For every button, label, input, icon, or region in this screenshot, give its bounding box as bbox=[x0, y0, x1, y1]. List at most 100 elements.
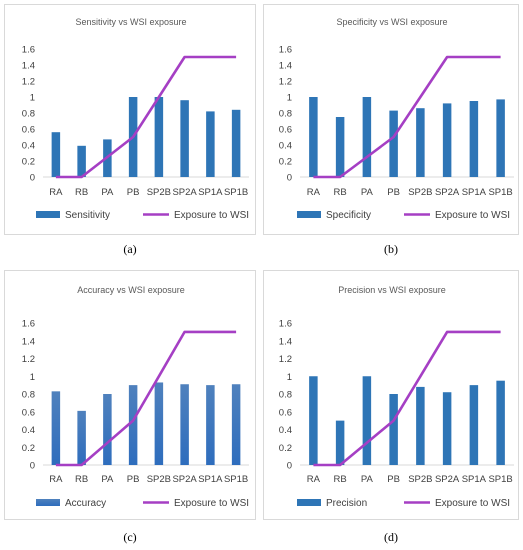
bar bbox=[128, 385, 138, 465]
bar bbox=[206, 385, 215, 465]
x-tick-label: SP2A bbox=[435, 187, 460, 198]
x-tick-label: SP1A bbox=[462, 187, 487, 198]
caption-b: (b) bbox=[384, 242, 398, 256]
y-tick-label: 0.2 bbox=[22, 443, 35, 454]
y-tick-label: 0.4 bbox=[279, 141, 292, 152]
legend-line-label: Exposure to WSI bbox=[174, 210, 249, 221]
legend-line-label: Exposure to WSI bbox=[435, 498, 510, 509]
x-tick-label: SP2A bbox=[172, 474, 197, 485]
bar bbox=[335, 420, 345, 465]
bar bbox=[231, 384, 241, 465]
y-tick-label: 1.6 bbox=[279, 319, 292, 330]
bar bbox=[335, 117, 345, 177]
legend-bar-label: Specificity bbox=[326, 210, 371, 221]
bar bbox=[469, 101, 479, 177]
y-tick-label: 1.2 bbox=[279, 77, 292, 88]
bar bbox=[496, 380, 505, 465]
legend-line-label: Exposure to WSI bbox=[435, 210, 510, 221]
x-tick-label: SP2B bbox=[147, 187, 171, 198]
chart-title: Accuracy vs WSI exposure bbox=[77, 285, 185, 295]
caption-d: (d) bbox=[384, 530, 398, 544]
x-tick-label: SP2B bbox=[147, 474, 171, 485]
x-tick-label: PB bbox=[387, 474, 400, 485]
x-tick-label: SP1B bbox=[224, 474, 248, 485]
chart-panel-a: Sensitivity vs WSI exposure 0 0.2 0.4 0.6 0.8… bbox=[4, 4, 256, 235]
bar bbox=[362, 376, 372, 465]
y-tick-label: 1 bbox=[30, 93, 35, 104]
chart-svg-c: Accuracy vs WSI exposure 0 0.2 0.4 0.6 0.8 1 1.… bbox=[22, 285, 249, 509]
x-tick-label: SP1A bbox=[462, 474, 487, 485]
y-tick-label: 1 bbox=[30, 372, 35, 383]
legend-line-label: Exposure to WSI bbox=[174, 498, 249, 509]
bar bbox=[103, 394, 112, 465]
bar bbox=[469, 385, 479, 465]
legend-bar-label: Accuracy bbox=[65, 498, 106, 509]
legend-bar-swatch bbox=[36, 499, 60, 506]
caption-a: (a) bbox=[123, 242, 137, 256]
legend-bar-label: Precision bbox=[326, 498, 367, 509]
bar bbox=[154, 382, 164, 465]
y-tick-label: 1 bbox=[287, 93, 292, 104]
y-tick-label: 0.6 bbox=[279, 125, 292, 136]
chart-title: Sensitivity vs WSI exposure bbox=[75, 17, 186, 27]
legend-bar-swatch bbox=[36, 211, 60, 218]
y-tick-label: 1.4 bbox=[22, 336, 35, 347]
bar bbox=[309, 376, 318, 465]
x-tick-label: SP1B bbox=[488, 474, 512, 485]
y-tick-label: 1.2 bbox=[22, 77, 35, 88]
exposure-line bbox=[313, 55, 501, 179]
x-tick-label: PB bbox=[127, 187, 140, 198]
bar bbox=[416, 386, 425, 465]
caption-c: (c) bbox=[123, 530, 137, 544]
y-tick-label: 1.4 bbox=[279, 336, 292, 347]
exposure-line bbox=[55, 55, 237, 179]
bar bbox=[389, 394, 398, 465]
chart-svg-d: Precision vs WSI exposure 0 0.2 0.4 0.6 0.8 1 1… bbox=[279, 285, 514, 509]
x-tick-label: PA bbox=[101, 474, 114, 485]
chart-panel-c: Accuracy vs WSI exposure 0 0.2 0.4 0.6 0.8 1 1.… bbox=[4, 270, 256, 520]
y-tick-label: 1 bbox=[287, 372, 292, 383]
x-tick-label: RA bbox=[49, 187, 63, 198]
bar bbox=[77, 410, 86, 465]
x-tick-label: SP1B bbox=[224, 187, 248, 198]
y-tick-label: 1.4 bbox=[22, 61, 35, 72]
bar bbox=[442, 392, 452, 465]
bar bbox=[51, 132, 61, 177]
bar bbox=[180, 384, 189, 465]
bar bbox=[416, 108, 425, 177]
exposure-line bbox=[313, 330, 501, 467]
y-tick-label: 0.2 bbox=[279, 157, 292, 168]
y-tick-label: 1.4 bbox=[279, 61, 292, 72]
x-tick-label: RA bbox=[49, 474, 63, 485]
bar bbox=[362, 97, 372, 177]
y-tick-label: 0.6 bbox=[22, 125, 35, 136]
x-tick-label: SP1A bbox=[198, 187, 223, 198]
bar bbox=[77, 145, 86, 177]
bar bbox=[180, 100, 189, 177]
bar bbox=[206, 111, 215, 177]
y-tick-label: 1.6 bbox=[279, 45, 292, 56]
y-tick-label: 0.8 bbox=[279, 390, 292, 401]
x-tick-label: RB bbox=[334, 187, 347, 198]
y-tick-label: 0.2 bbox=[22, 157, 35, 168]
chart-title: Precision vs WSI exposure bbox=[338, 285, 446, 295]
bar bbox=[154, 97, 164, 177]
x-tick-label: SP2A bbox=[172, 187, 197, 198]
legend-bar-label: Sensitivity bbox=[65, 210, 110, 221]
chart-svg-b: Specificity vs WSI exposure 0 0.2 0.4 0.6 0.8… bbox=[279, 17, 514, 221]
x-tick-label: SP1A bbox=[198, 474, 223, 485]
x-tick-label: SP2A bbox=[435, 474, 460, 485]
y-tick-label: 1.2 bbox=[279, 354, 292, 365]
x-tick-label: RA bbox=[307, 187, 321, 198]
x-tick-label: RB bbox=[334, 474, 347, 485]
y-tick-label: 0.4 bbox=[22, 141, 35, 152]
bar bbox=[51, 391, 61, 465]
y-tick-label: 0.4 bbox=[22, 425, 35, 436]
y-tick-label: 0.6 bbox=[279, 407, 292, 418]
bar bbox=[309, 97, 318, 177]
x-tick-label: SP2B bbox=[408, 474, 432, 485]
y-tick-label: 0.8 bbox=[22, 109, 35, 120]
y-tick-label: 1.6 bbox=[22, 319, 35, 330]
y-tick-label: 0 bbox=[287, 461, 292, 472]
chart-svg-a: Sensitivity vs WSI exposure 0 0.2 0.4 0.6 0.8… bbox=[22, 17, 249, 221]
